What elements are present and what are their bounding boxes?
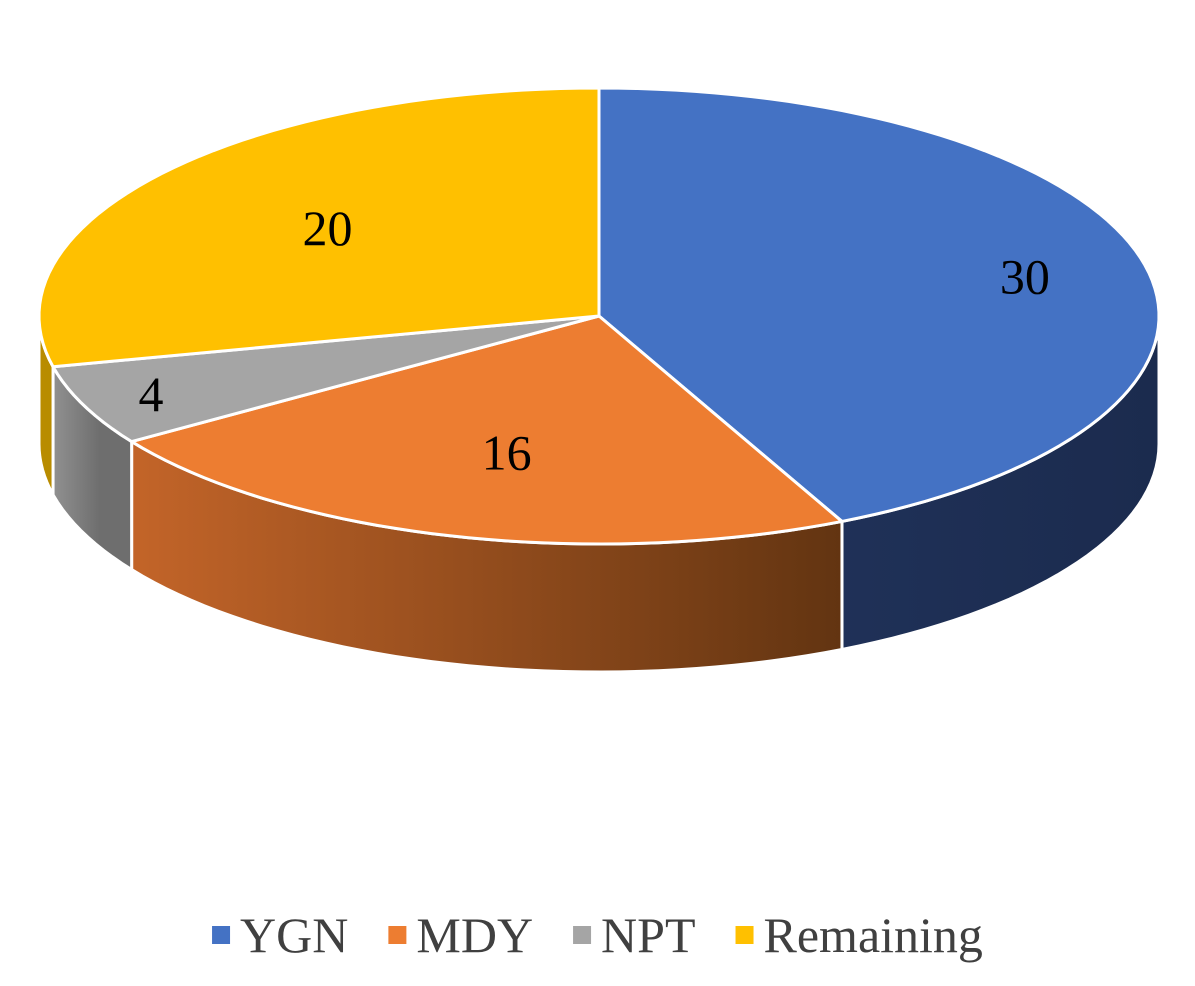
legend-swatch-ygn xyxy=(212,926,231,944)
legend-swatch-npt xyxy=(573,926,592,944)
legend: YGN MDY NPT Remaining xyxy=(212,907,983,963)
data-label-npt: 4 xyxy=(139,366,164,422)
pie-top-faces xyxy=(37,86,1161,546)
legend-item-ygn: YGN xyxy=(212,907,348,963)
legend-swatch-mdy xyxy=(388,926,407,944)
legend-label-npt: NPT xyxy=(601,907,695,963)
pie-slice-remaining xyxy=(37,86,601,369)
pie-slice-npt xyxy=(51,314,601,444)
pie-data-labels: 30 16 4 20 xyxy=(139,200,1050,480)
legend-item-remaining: Remaining xyxy=(735,907,983,963)
legend-item-npt: NPT xyxy=(573,907,696,963)
legend-label-ygn: YGN xyxy=(240,907,348,963)
data-label-ygn: 30 xyxy=(1000,248,1050,304)
pie-slice-mdy xyxy=(130,314,844,546)
legend-label-remaining: Remaining xyxy=(764,907,983,963)
legend-swatch-remaining xyxy=(735,926,754,944)
legend-item-mdy: MDY xyxy=(388,907,533,963)
data-label-remaining: 20 xyxy=(303,200,353,256)
pie-slice-ygn xyxy=(597,86,1161,523)
legend-label-mdy: MDY xyxy=(416,907,533,963)
data-label-mdy: 16 xyxy=(482,424,532,480)
